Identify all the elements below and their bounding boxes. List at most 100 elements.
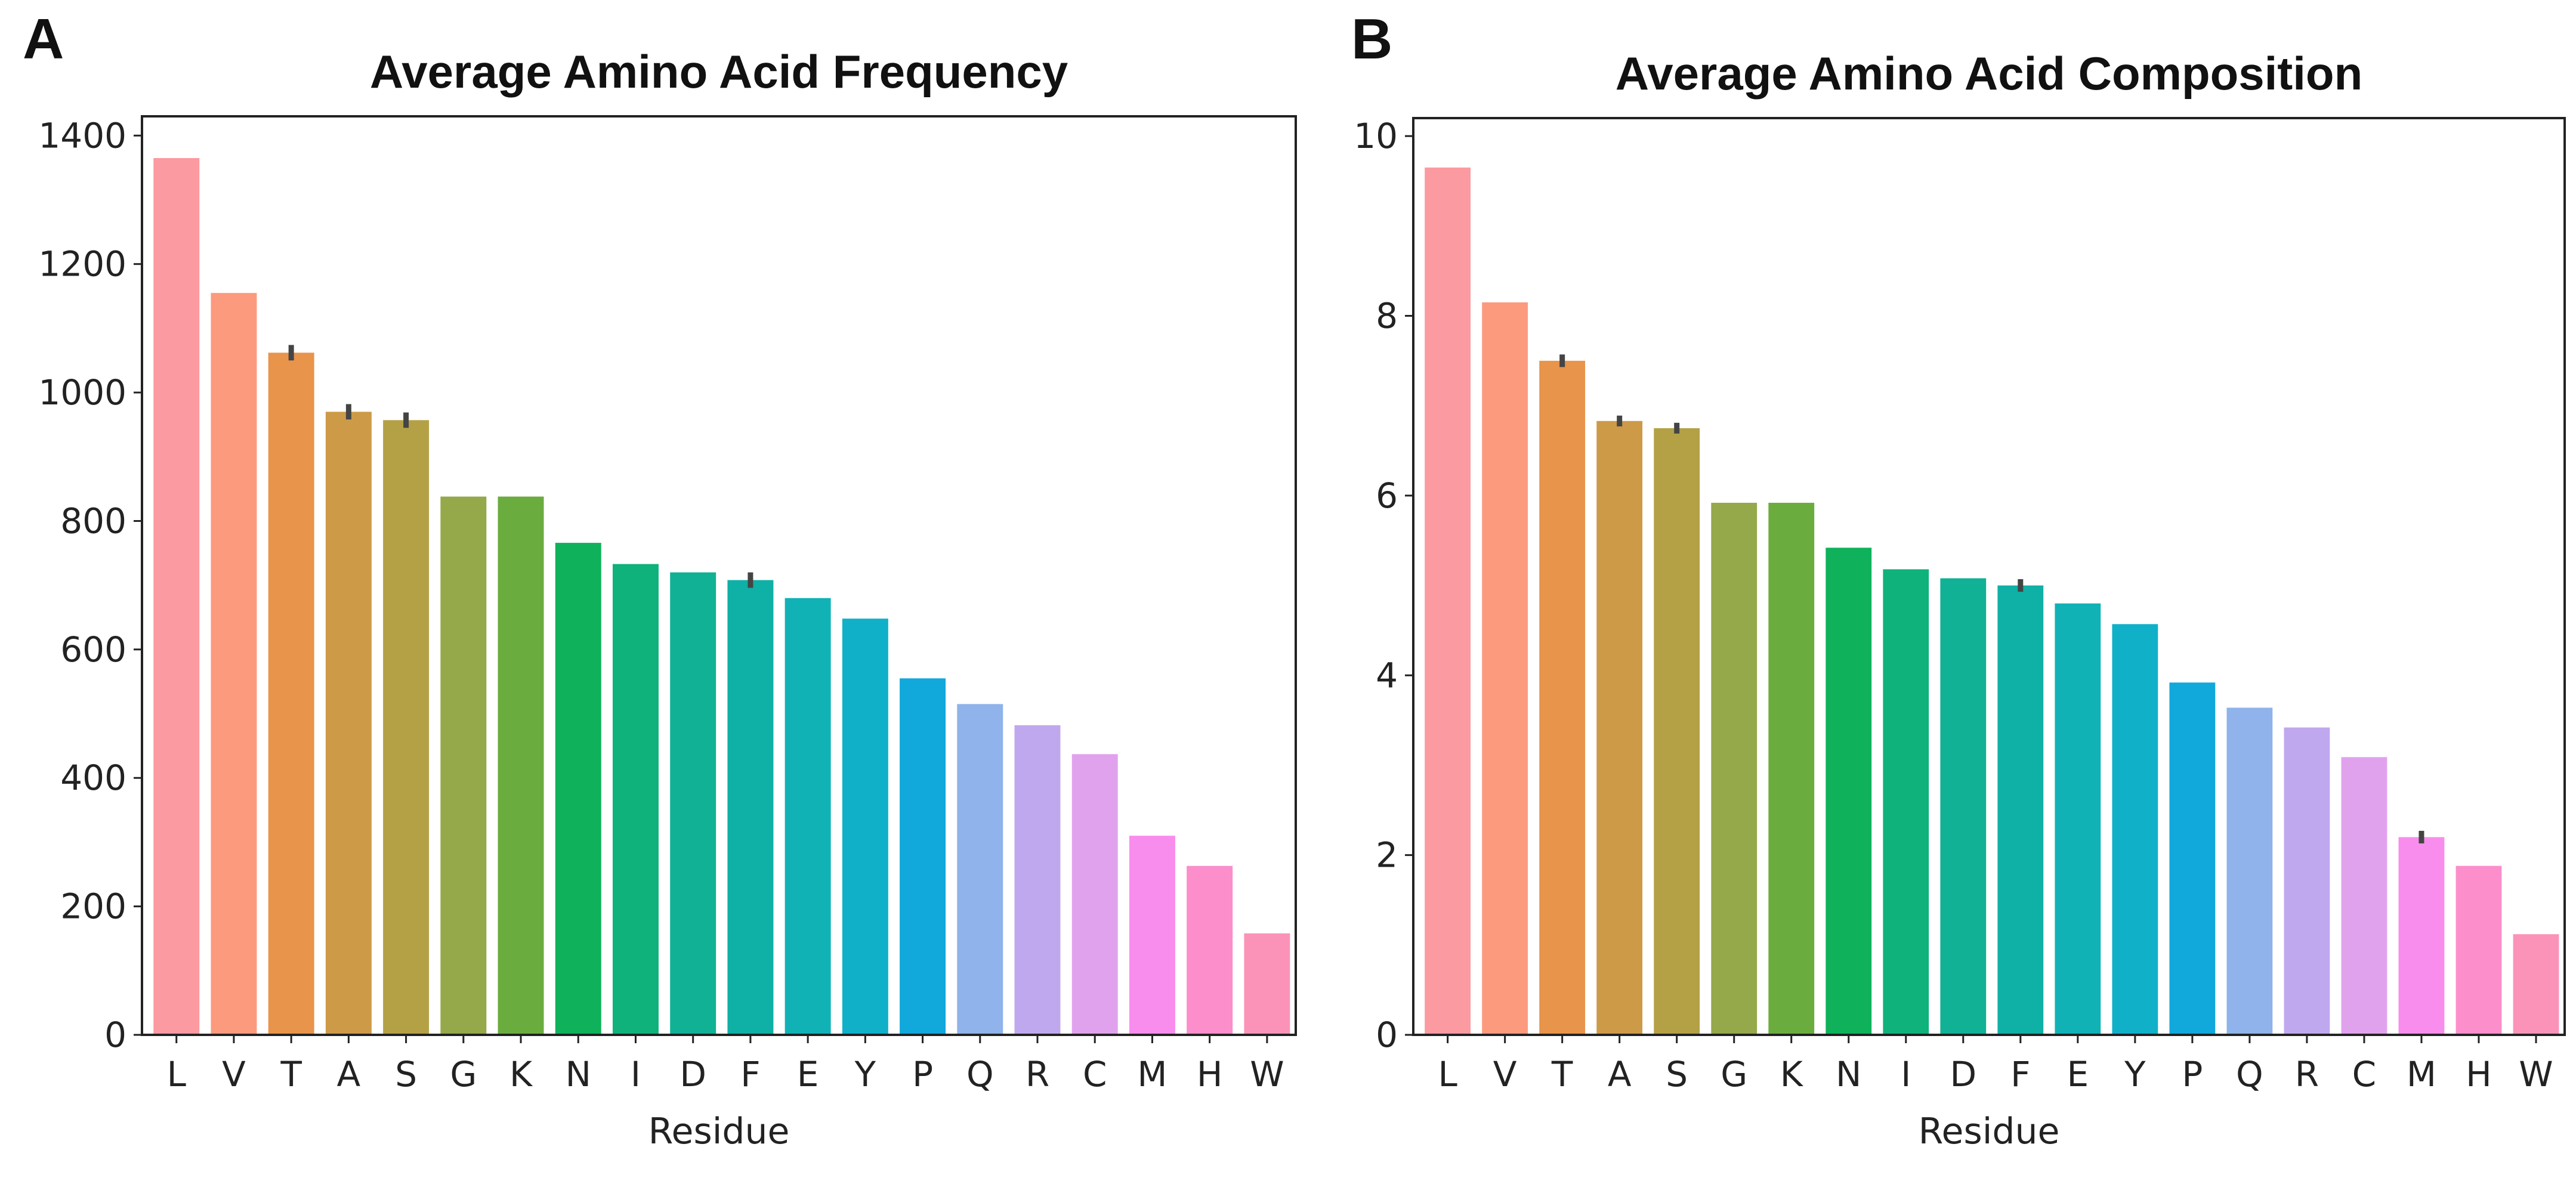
y-tick-label: 0 (104, 1015, 126, 1055)
y-tick-label: 1200 (38, 244, 126, 285)
x-tick-label: N (566, 1054, 591, 1094)
y-tick-label: 800 (60, 500, 126, 541)
bar-A (1596, 421, 1643, 1035)
bar-V (1482, 302, 1528, 1035)
x-tick-label: R (1026, 1054, 1049, 1094)
bar-W (1244, 933, 1290, 1035)
x-tick-label: Y (854, 1054, 876, 1094)
y-tick-label: 6 (1376, 475, 1398, 516)
x-tick-label: R (2295, 1054, 2319, 1094)
bar-N (555, 543, 601, 1035)
y-tick-label: 4 (1376, 655, 1398, 695)
bar-H (1187, 865, 1233, 1035)
bar-S (383, 420, 430, 1035)
x-tick-label: F (740, 1054, 760, 1094)
plot-frame (141, 115, 1297, 1036)
y-tick-label: 600 (60, 629, 126, 670)
x-tick-label: Y (2124, 1054, 2146, 1094)
y-tick-label: 1400 (38, 115, 126, 156)
bar-H (2455, 865, 2502, 1035)
y-tick-label: 1000 (38, 372, 126, 413)
bar-E (784, 598, 831, 1035)
chart-title: Average Amino Acid Composition (1616, 47, 2362, 100)
bar-C (2341, 757, 2387, 1035)
x-axis-label: Residue (648, 1111, 790, 1152)
x-tick-label: T (1551, 1054, 1573, 1094)
y-tick-label: 2 (1376, 835, 1398, 876)
x-tick-label: D (1950, 1054, 1976, 1094)
x-tick-label: H (2466, 1054, 2492, 1094)
plot-frame (1412, 117, 2566, 1036)
x-tick-label: S (395, 1054, 417, 1094)
x-tick-label: K (1780, 1054, 1804, 1094)
bar-G (1711, 502, 1758, 1035)
x-tick-label: M (1137, 1054, 1167, 1094)
x-tick-label: H (1197, 1054, 1223, 1094)
x-tick-label: D (679, 1054, 706, 1094)
bar-D (1940, 578, 1987, 1035)
bar-K (498, 496, 544, 1035)
bar-Q (2226, 707, 2273, 1035)
bar-W (2513, 934, 2559, 1035)
x-tick-label: K (509, 1054, 533, 1094)
bar-P (2169, 682, 2216, 1035)
x-tick-label: I (631, 1054, 641, 1094)
x-tick-label: G (450, 1054, 477, 1094)
x-tick-label: Q (2236, 1054, 2263, 1094)
bar-T (268, 353, 314, 1035)
x-tick-label: V (222, 1054, 246, 1094)
bar-S (1654, 428, 1700, 1035)
x-tick-label: C (1083, 1054, 1107, 1094)
chart-b: Average Amino Acid Composition L V T A S G K N I D… (1354, 47, 2566, 1152)
bar-Y (842, 619, 888, 1035)
y-tick-label: 400 (60, 757, 126, 798)
y-tick-label: 200 (60, 886, 126, 927)
x-tick-label: W (2519, 1054, 2553, 1094)
bar-I (1883, 569, 1929, 1035)
x-tick-label: Q (966, 1054, 994, 1094)
bar-M (1129, 836, 1175, 1035)
x-tick-label: L (1438, 1054, 1457, 1094)
y-tick-label: 10 (1354, 116, 1398, 156)
y-tick-label: 8 (1376, 296, 1398, 336)
x-tick-label: T (280, 1054, 302, 1094)
chart-a: Average Amino Acid Frequency L V T A S G K N I D F E… (38, 45, 1297, 1152)
x-tick-label: I (1901, 1054, 1911, 1094)
x-tick-label: E (797, 1054, 819, 1094)
bar-N (1826, 548, 1872, 1035)
chart-title: Average Amino Acid Frequency (370, 45, 1068, 98)
panel-letter: A (23, 7, 64, 71)
bar-M (2398, 837, 2445, 1035)
x-tick-label: S (1666, 1054, 1688, 1094)
bar-F (1997, 585, 2044, 1035)
bar-F (727, 580, 774, 1035)
y-tick-label: 0 (1376, 1015, 1398, 1055)
x-tick-label: M (2407, 1054, 2436, 1094)
bar-R (1014, 725, 1061, 1035)
x-tick-label: V (1493, 1054, 1517, 1094)
x-tick-label: G (1721, 1054, 1747, 1094)
bar-Y (2112, 624, 2158, 1035)
x-tick-label: P (912, 1054, 933, 1094)
x-tick-label: E (2067, 1054, 2089, 1094)
bar-P (900, 678, 946, 1035)
panel-letter: B (1351, 7, 1393, 71)
bar-R (2284, 727, 2330, 1035)
bar-V (211, 293, 257, 1035)
bar-E (2055, 603, 2101, 1035)
bar-I (612, 564, 659, 1035)
x-tick-label: N (1836, 1054, 1861, 1094)
bar-A (325, 412, 372, 1035)
x-axis-label: Residue (1919, 1111, 2060, 1152)
x-tick-label: C (2352, 1054, 2377, 1094)
x-tick-label: L (167, 1054, 186, 1094)
bar-L (1425, 167, 1471, 1035)
panel-a: A Average Amino Acid Frequency L V T A S G K N I D… (23, 7, 1297, 1152)
bar-Q (957, 704, 1003, 1035)
bar-T (1539, 360, 1586, 1035)
x-tick-label: A (337, 1054, 361, 1094)
bar-K (1768, 502, 1815, 1035)
bar-C (1071, 754, 1118, 1035)
x-tick-label: P (2182, 1054, 2203, 1094)
bar-L (153, 158, 200, 1035)
